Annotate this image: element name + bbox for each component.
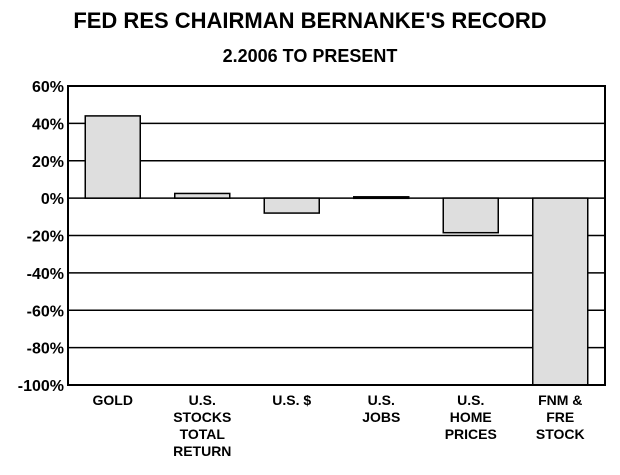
y-tick-label: -80% [27, 341, 64, 358]
x-category-label: U.S. [368, 392, 395, 408]
x-category-label: STOCK [536, 426, 585, 442]
x-category-label: FRE [546, 409, 574, 425]
chart-subtitle: 2.2006 TO PRESENT [222, 46, 398, 66]
x-category-label: U.S. $ [272, 392, 311, 408]
plot-border [67, 85, 606, 386]
x-category-label: PRICES [445, 426, 497, 442]
x-category-label: U.S. [189, 392, 216, 408]
y-tick-label: 60% [32, 79, 64, 96]
y-tick-label: -20% [27, 229, 64, 246]
bar [353, 196, 410, 200]
bar [442, 197, 499, 234]
y-tick-label: 20% [32, 154, 64, 171]
x-category-label: HOME [450, 409, 492, 425]
y-tick-label: -100% [18, 378, 64, 395]
y-tick-label: -40% [27, 266, 64, 283]
bar [263, 197, 320, 214]
x-category-label: TOTAL [180, 426, 226, 442]
x-category-label: GOLD [93, 392, 133, 408]
chart-title: FED RES CHAIRMAN BERNANKE'S RECORD [73, 8, 547, 33]
x-category-label: FNM & [538, 392, 582, 408]
y-tick-label: 40% [32, 116, 64, 133]
bar [174, 192, 231, 199]
bar [532, 197, 589, 386]
x-category-label: JOBS [362, 409, 400, 425]
bar [84, 115, 141, 199]
x-category-label: STOCKS [173, 409, 231, 425]
y-tick-label: -60% [27, 303, 64, 320]
x-category-label: U.S. [457, 392, 484, 408]
y-tick-label: 0% [41, 191, 64, 208]
x-category-label: RETURN [173, 443, 231, 459]
